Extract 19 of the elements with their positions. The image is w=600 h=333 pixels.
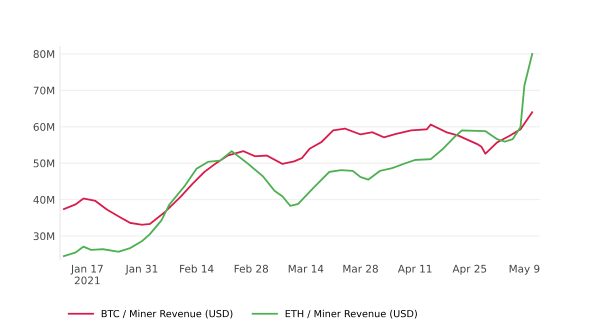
x-tick-label: Apr 25: [452, 264, 486, 275]
x-tick-label: May 9: [510, 264, 540, 275]
x-tick-label: Mar 28: [343, 264, 378, 273]
x-tick-label: Jan 31: [125, 264, 158, 275]
x-tick-label: Apr 11: [398, 264, 432, 275]
y-tick-label: 50M: [34, 159, 54, 168]
y-tick-label: 40M: [33, 196, 54, 204]
legend-label: BTC / Miner Revenue (USD): [102, 310, 232, 318]
line-series: [62, 111, 534, 226]
y-tick-label: 70M: [34, 86, 54, 94]
legend-label: ETH / Miner Revenue (USD): [286, 310, 417, 318]
y-tick-label: 80M: [34, 50, 54, 58]
x-tick-label: Feb 14: [180, 264, 214, 273]
x-tick-label: Jan 17 2021: [70, 264, 103, 284]
line-series: [62, 53, 534, 257]
y-tick-label: 30M: [34, 232, 54, 240]
x-tick-label: Feb 28: [234, 264, 268, 273]
y-tick-label: 60M: [34, 122, 54, 131]
x-tick-label: Mar 14: [288, 264, 324, 273]
